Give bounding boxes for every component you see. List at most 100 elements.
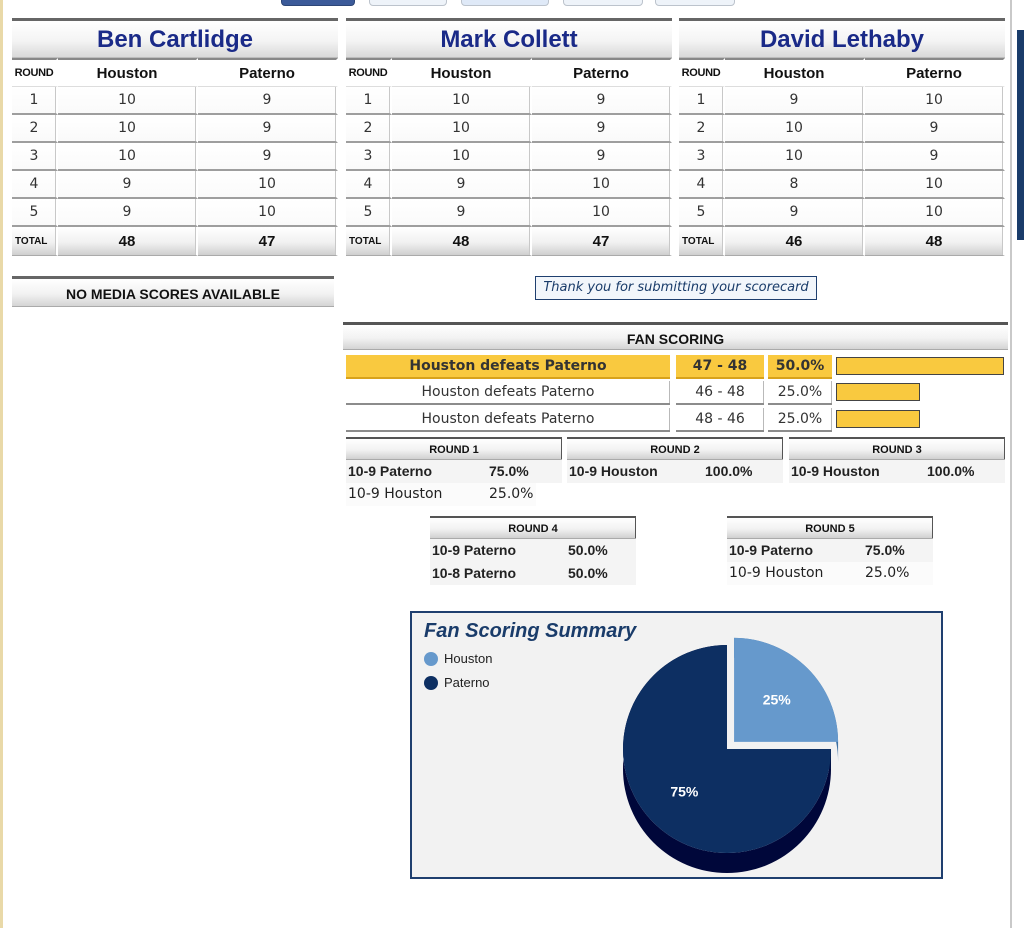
houston-score: 10 bbox=[392, 115, 532, 143]
summary-title: Fan Scoring Summary bbox=[424, 620, 637, 642]
fan-result-percent: 25.0% bbox=[768, 408, 832, 432]
fan-result-bar bbox=[836, 357, 1004, 375]
round-number: 4 bbox=[12, 171, 58, 199]
table-row: 2 10 9 bbox=[679, 115, 1005, 143]
round-title: ROUND 4 bbox=[430, 516, 636, 539]
round-line-percent: 75.0% bbox=[865, 542, 905, 558]
houston-score: 10 bbox=[58, 143, 198, 171]
round-line-label: 10-9 Houston bbox=[569, 463, 658, 479]
paterno-total: 47 bbox=[532, 227, 672, 256]
legend-houston-label: Houston bbox=[444, 651, 493, 666]
table-row: 2 10 9 bbox=[12, 115, 338, 143]
table-row: 4 8 10 bbox=[679, 171, 1005, 199]
judge-name: Ben Cartlidge bbox=[12, 18, 338, 58]
round-number: 1 bbox=[679, 87, 725, 115]
share-button[interactable] bbox=[563, 0, 643, 6]
houston-total: 46 bbox=[725, 227, 865, 256]
fan-result-bar bbox=[836, 410, 920, 428]
houston-total: 48 bbox=[58, 227, 198, 256]
round-number: 5 bbox=[12, 199, 58, 227]
legend-paterno-swatch bbox=[424, 676, 438, 690]
paterno-score: 10 bbox=[198, 199, 338, 227]
round-line-label: 10-9 Paterno bbox=[348, 463, 433, 479]
round-column-header: ROUND bbox=[679, 58, 725, 87]
round-breakdown: ROUND 1 10-9 Paterno 75.0% 10-9 Houston … bbox=[346, 437, 562, 506]
table-header-row: ROUND Houston Paterno bbox=[12, 58, 338, 87]
fan-scoring-pie-chart: 25% 75% bbox=[623, 637, 839, 873]
paterno-score: 9 bbox=[532, 143, 672, 171]
fan-result-label: Houston defeats Paterno bbox=[346, 355, 670, 379]
round-line-percent: 25.0% bbox=[489, 486, 534, 502]
paterno-score: 9 bbox=[198, 143, 338, 171]
table-row: 3 10 9 bbox=[346, 143, 672, 171]
twitter-share-button[interactable] bbox=[369, 0, 447, 6]
fan-result-percent: 50.0% bbox=[768, 355, 832, 379]
pie-slice-houston[interactable] bbox=[734, 637, 839, 742]
fan-result-score: 48 - 46 bbox=[676, 408, 764, 432]
round-number: 5 bbox=[679, 199, 725, 227]
paterno-score: 10 bbox=[198, 171, 338, 199]
round-breakdown: ROUND 5 10-9 Paterno 75.0% 10-9 Houston … bbox=[727, 516, 933, 585]
scrollbar-edge[interactable] bbox=[1017, 30, 1024, 240]
pie-slice-paterno[interactable] bbox=[623, 645, 831, 853]
houston-score: 10 bbox=[725, 115, 865, 143]
judge-scorecard: David Lethaby ROUND Houston Paterno 1 9 10… bbox=[679, 18, 1005, 256]
table-row: 4 9 10 bbox=[346, 171, 672, 199]
table-row: 2 10 9 bbox=[346, 115, 672, 143]
round-line-percent: 75.0% bbox=[489, 463, 529, 479]
email-share-button[interactable] bbox=[655, 0, 735, 6]
round-line-label: 10-9 Paterno bbox=[729, 542, 814, 558]
left-border bbox=[0, 0, 3, 928]
google-share-button[interactable] bbox=[461, 0, 549, 6]
paterno-score: 9 bbox=[532, 115, 672, 143]
houston-total: 48 bbox=[392, 227, 532, 256]
round-line: 10-8 Paterno 50.0% bbox=[430, 562, 636, 585]
table-row: 1 10 9 bbox=[346, 87, 672, 115]
round-line-label: 10-9 Houston bbox=[348, 486, 443, 502]
fan-result-bar bbox=[836, 383, 920, 401]
table-row: 3 10 9 bbox=[12, 143, 338, 171]
paterno-score: 9 bbox=[865, 143, 1005, 171]
total-label: TOTAL bbox=[346, 227, 392, 256]
total-label: TOTAL bbox=[679, 227, 725, 256]
legend-paterno-label: Paterno bbox=[444, 675, 490, 690]
round-title: ROUND 5 bbox=[727, 516, 933, 539]
round-line: 10-9 Houston 100.0% bbox=[567, 460, 783, 483]
table-row: 3 10 9 bbox=[679, 143, 1005, 171]
round-number: 3 bbox=[346, 143, 392, 171]
table-row: 5 9 10 bbox=[346, 199, 672, 227]
facebook-share-button[interactable] bbox=[281, 0, 355, 6]
paterno-column-header: Paterno bbox=[532, 58, 672, 87]
round-line-percent: 50.0% bbox=[568, 542, 608, 558]
houston-column-header: Houston bbox=[725, 58, 865, 87]
paterno-column-header: Paterno bbox=[198, 58, 338, 87]
round-number: 2 bbox=[346, 115, 392, 143]
houston-score: 10 bbox=[392, 143, 532, 171]
houston-column-header: Houston bbox=[58, 58, 198, 87]
paterno-score: 9 bbox=[198, 115, 338, 143]
paterno-score: 9 bbox=[198, 87, 338, 115]
round-line: 10-9 Houston 25.0% bbox=[727, 562, 933, 585]
paterno-total: 48 bbox=[865, 227, 1005, 256]
houston-score: 10 bbox=[58, 87, 198, 115]
houston-score: 9 bbox=[58, 171, 198, 199]
round-number: 1 bbox=[346, 87, 392, 115]
round-title: ROUND 1 bbox=[346, 437, 562, 460]
fan-result-label: Houston defeats Paterno bbox=[346, 381, 670, 405]
total-row: TOTAL 46 48 bbox=[679, 227, 1005, 256]
paterno-score: 10 bbox=[532, 199, 672, 227]
round-breakdown: ROUND 2 10-9 Houston 100.0% bbox=[567, 437, 783, 483]
total-row: TOTAL 48 47 bbox=[346, 227, 672, 256]
round-line-percent: 25.0% bbox=[865, 565, 910, 581]
round-line: 10-9 Houston 100.0% bbox=[789, 460, 1005, 483]
media-scores-box: NO MEDIA SCORES AVAILABLE bbox=[12, 276, 334, 307]
round-title: ROUND 2 bbox=[567, 437, 783, 460]
paterno-score: 9 bbox=[532, 87, 672, 115]
total-label: TOTAL bbox=[12, 227, 58, 256]
fan-scoring-summary-panel: Fan Scoring Summary Houston Paterno 25% 7… bbox=[410, 611, 943, 879]
judge-scorecard: Mark Collett ROUND Houston Paterno 1 10 9 … bbox=[346, 18, 672, 256]
table-header-row: ROUND Houston Paterno bbox=[346, 58, 672, 87]
paterno-score: 10 bbox=[865, 87, 1005, 115]
